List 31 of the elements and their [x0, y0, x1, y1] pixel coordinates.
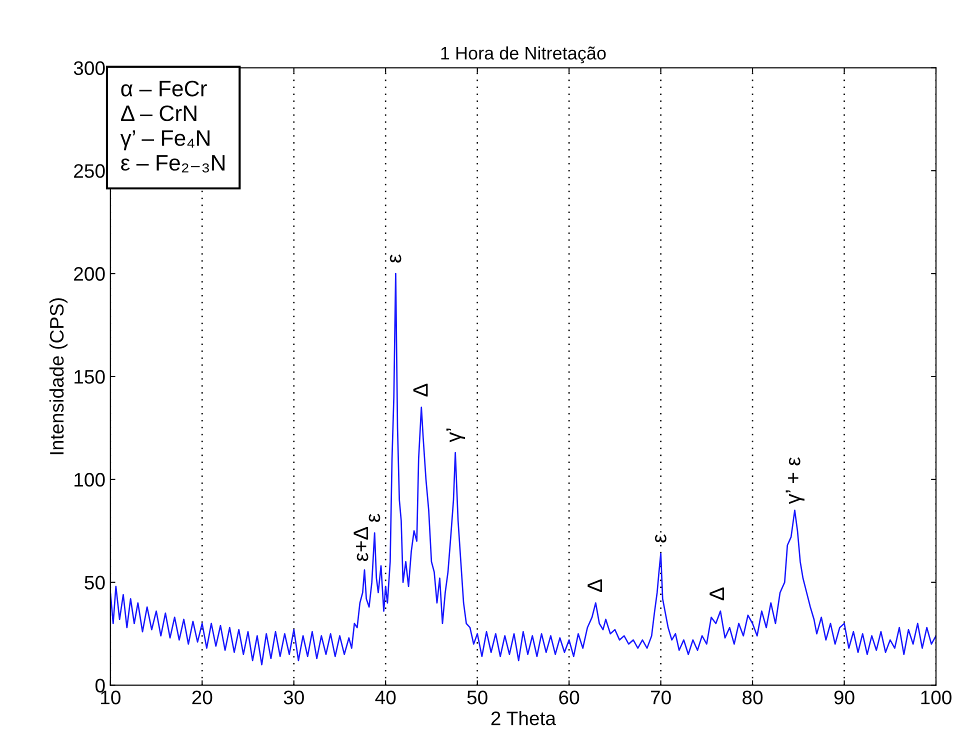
- annotation: ε+Δ: [354, 527, 368, 562]
- annotation: γ’ + ε: [786, 457, 804, 504]
- x-tick-label: 20: [192, 690, 212, 704]
- annotation: α – FeCr Δ – CrN γ’ – Fe₄N ε – Fe₂₋₃N: [120, 80, 224, 172]
- y-tick-label: 150: [74, 370, 105, 384]
- x-tick-label: 40: [375, 690, 396, 704]
- x-tick-label: 100: [921, 690, 952, 704]
- annotation: γ’: [446, 428, 466, 442]
- x-axis-title: 2 Theta: [491, 710, 556, 726]
- y-tick-label: 250: [74, 164, 105, 178]
- x-tick-label: 80: [742, 690, 763, 704]
- y-tick-label: 200: [74, 267, 105, 281]
- annotation: ε: [368, 514, 380, 522]
- x-tick-label: 50: [467, 690, 488, 704]
- y-tick-label: 100: [74, 472, 105, 487]
- annotation: Δ: [588, 579, 602, 592]
- x-tick-label: 90: [834, 690, 854, 704]
- annotation: ε: [654, 534, 666, 542]
- annotation: Δ: [710, 588, 724, 600]
- x-tick-label: 70: [650, 690, 671, 704]
- x-tick-label: 30: [284, 690, 304, 704]
- y-axis-title: Intensidade (CPS): [49, 298, 68, 454]
- line-series: [110, 272, 936, 666]
- y-tick-label: 300: [74, 61, 105, 76]
- chart-title: 1 Hora de Nitretação: [441, 46, 606, 64]
- annotation: ε: [390, 254, 402, 263]
- x-tick-label: 60: [559, 690, 580, 704]
- y-tick-label: 50: [84, 576, 105, 590]
- annotation: Δ: [413, 384, 428, 396]
- y-tick-label: 0: [95, 678, 105, 692]
- x-tick-label: 10: [101, 690, 120, 704]
